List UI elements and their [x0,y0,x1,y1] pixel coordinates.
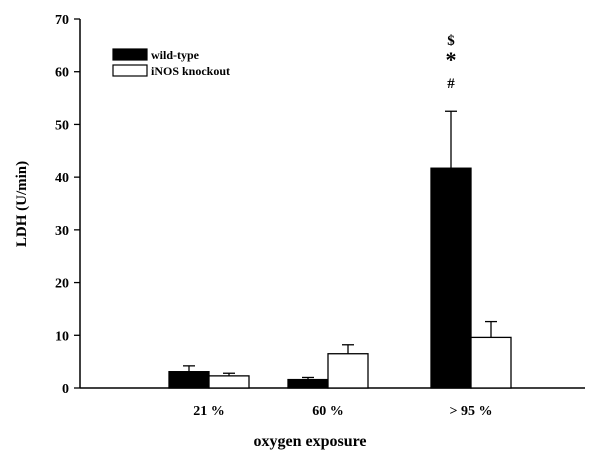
y-tick-label: 70 [55,13,69,28]
y-axis: 0 10 20 30 40 50 60 70 [55,13,81,397]
bar [470,336,512,389]
legend-label: iNOS knockout [151,64,230,78]
y-tick-label: 30 [55,224,69,239]
bar [287,378,329,389]
y-axis-label: LDH (U/min) [14,161,30,247]
legend-swatch [112,64,148,77]
significance-annotations: $* # [446,33,457,92]
legend-label: wild-type [151,48,200,62]
significance-symbol: # [447,76,455,92]
x-tick-label: 21 % [193,404,225,419]
y-tick-label: 10 [55,329,69,344]
y-tick-label: 60 [55,66,69,81]
legend-swatch [112,48,148,61]
bar-series [168,110,512,389]
legend: wild-type iNOS knockout [112,48,230,78]
bar [327,353,369,389]
x-axis: 21 % 60 % > 95 % [80,387,585,419]
x-tick-label: 60 % [312,404,344,419]
y-tick-label: 0 [62,382,69,397]
x-axis-label: oxygen exposure [253,433,366,450]
bar [430,167,472,389]
y-tick-label: 40 [55,171,69,186]
y-tick-label: 20 [55,277,69,292]
x-tick-label: > 95 % [450,404,493,419]
significance-symbol: $ [447,33,455,49]
bar [208,375,250,389]
y-tick-label: 50 [55,118,69,133]
bar [168,371,210,389]
significance-symbol: * [446,47,457,72]
